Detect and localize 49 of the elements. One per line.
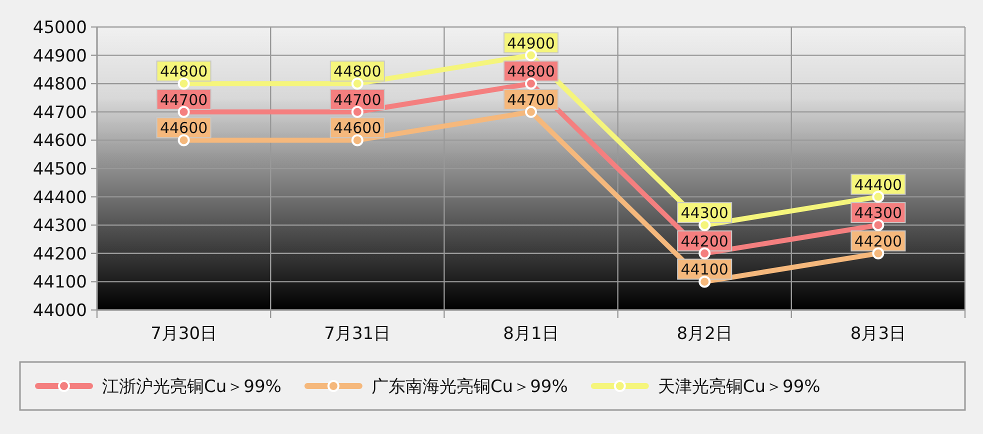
point <box>872 247 884 260</box>
data-label: 44700 <box>507 90 555 109</box>
point <box>525 78 537 90</box>
y-tick-label: 44300 <box>32 216 87 236</box>
data-label: 44700 <box>160 90 208 109</box>
legend-label: 江浙沪光亮铜Cu＞99% <box>102 377 282 397</box>
point <box>178 78 190 90</box>
data-label: 44400 <box>854 176 902 194</box>
y-tick-label: 44400 <box>32 188 87 208</box>
legend-label: 广东南海光亮铜Cu＞99% <box>371 377 568 397</box>
y-tick-label: 44500 <box>32 160 87 180</box>
y-tick-label: 45000 <box>32 18 87 38</box>
y-tick-label: 44800 <box>32 74 87 95</box>
y-tick-label: 44000 <box>32 301 87 321</box>
data-label: 44300 <box>680 204 728 222</box>
y-tick-label: 44900 <box>32 46 87 66</box>
legend-label: 天津光亮铜Cu＞99% <box>658 377 820 397</box>
x-tick-label: 7月31日 <box>324 324 391 344</box>
point <box>872 190 884 203</box>
point <box>351 134 364 146</box>
data-label: 44900 <box>507 34 555 52</box>
data-label: 44600 <box>160 119 208 138</box>
point <box>351 106 364 118</box>
point <box>698 247 711 260</box>
point <box>178 134 190 146</box>
data-label: 44700 <box>334 90 382 109</box>
data-label: 44600 <box>334 119 382 138</box>
data-label: 44200 <box>854 232 902 250</box>
data-label: 44800 <box>160 62 208 81</box>
data-label: 44800 <box>507 62 555 81</box>
y-tick-label: 44100 <box>32 272 87 293</box>
data-label: 44100 <box>680 260 728 279</box>
point <box>872 219 884 232</box>
x-tick-label: 8月3日 <box>850 324 906 344</box>
data-label: 44200 <box>680 232 728 250</box>
y-tick-label: 44700 <box>32 102 87 123</box>
x-tick-label: 7月30日 <box>150 324 218 344</box>
data-label: 44300 <box>854 204 902 222</box>
y-tick-label: 44200 <box>32 244 87 264</box>
x-tick-label: 8月1日 <box>503 324 559 344</box>
x-tick-label: 8月2日 <box>676 324 732 344</box>
y-tick-label: 44600 <box>32 131 87 152</box>
point <box>178 106 190 118</box>
data-label: 44800 <box>334 62 382 81</box>
point <box>525 49 537 62</box>
point <box>351 78 364 90</box>
point <box>698 219 711 232</box>
point <box>698 276 711 288</box>
point <box>525 106 537 118</box>
